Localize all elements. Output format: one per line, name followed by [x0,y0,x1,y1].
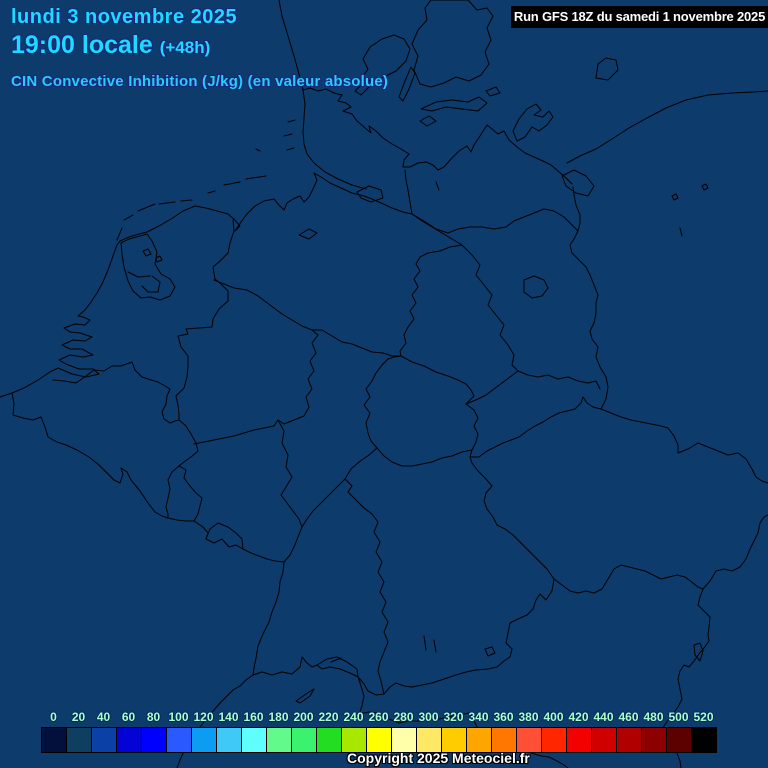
border-brandenburg-saxonyanhalt [461,244,519,372]
coast-baltic-german [337,94,573,185]
border-hesse-rhinelandpalatinate [277,419,303,528]
thuringia-east [465,403,479,458]
wadden-islands [116,175,267,241]
ijsselmeer [120,233,176,301]
border-netherlands-belgium [52,361,180,424]
hamburg-outline [356,185,384,203]
date-label: lundi 3 novembre 2025 [11,6,238,28]
border-belgium-germany [178,419,199,467]
border-austria-slovakia [697,588,711,642]
country-borders [11,186,768,768]
variable-label: CIN Convective Inhibition (J/kg) (en val… [11,73,389,90]
markermeer-flevoland [127,248,163,293]
border-czech-poland [600,408,768,484]
forecast-offset-label: (+48h) [159,38,211,57]
saarland-outline [205,522,244,550]
border-austria-italy [358,711,569,768]
run-info-box: Run GFS 18Z du samedi 1 novembre 2025 [511,6,768,28]
coast-baltic-polish [566,90,768,164]
thuringia-west [363,355,402,434]
border-france-germany [193,520,285,676]
thuringia-south [367,432,473,467]
island-lolland [420,96,488,112]
bremen-outline [298,228,318,240]
border-czech-austria [553,564,704,594]
coastlines [0,0,768,398]
island-als [354,82,370,96]
elbe-state-border [411,213,463,246]
berlin-outline [523,275,549,299]
map-header: lundi 3 novembre 2025 19:00 locale (+48h… [11,6,388,90]
border-austria-hungary [661,640,710,768]
border-belgium-france [11,392,169,519]
border-mecklenburg-south [411,208,579,234]
border-luxembourg [165,465,203,522]
island-ruegen [512,103,554,142]
north-frisian-islands [255,119,440,191]
border-czech-slovakia [702,514,768,590]
border-rhinelandpalatinate-badenwuerttemberg [283,526,303,563]
border-saxonyanhalt-saxony [465,370,519,405]
border-brandenburg-saxony [517,370,601,390]
coast-north-sea [0,172,413,398]
island-langeland [398,66,416,102]
szczecin-lagoon [561,169,595,197]
border-austria-switzerland [357,676,365,715]
border-hesse-bavaria [301,447,378,528]
lake-constance [316,656,359,678]
border-badenwuerttemberg-bavaria [344,478,389,695]
polish-lakes [671,183,709,237]
island-fyn [360,34,411,82]
german-state-borders [193,169,601,695]
copyright-label: Copyright 2025 Meteociel.fr [347,750,530,766]
border-germany-czech [469,396,602,580]
border-schleswig-mecklenburg [404,169,413,215]
border-nrw-south [193,329,319,445]
time-row: 19:00 locale (+48h) [11,31,388,60]
island-zealand [411,0,494,88]
island-bornholm [595,57,619,81]
island-fehmarn [419,115,437,127]
border-lowersaxony-saxonyanhalt [399,244,463,357]
bavarian-lakes [423,635,496,657]
run-label: Run GFS 18Z du samedi 1 novembre 2025 [513,9,766,24]
coast-schleswig-jutland [278,0,367,190]
border-lowersaxony-south [213,279,402,357]
island-moen [485,86,501,97]
border-germany-austria [357,578,555,696]
lake-zurich [295,688,315,704]
thuringia-north [400,355,475,405]
border-france-switzerland [176,674,254,768]
border-switzerland-germany [252,656,318,676]
border-germany-poland [569,186,609,410]
lake-neusiedl [693,642,704,662]
border-netherlands-germany [175,218,235,421]
time-label: 19:00 locale [11,31,153,59]
border-denmark-germany [302,87,343,96]
